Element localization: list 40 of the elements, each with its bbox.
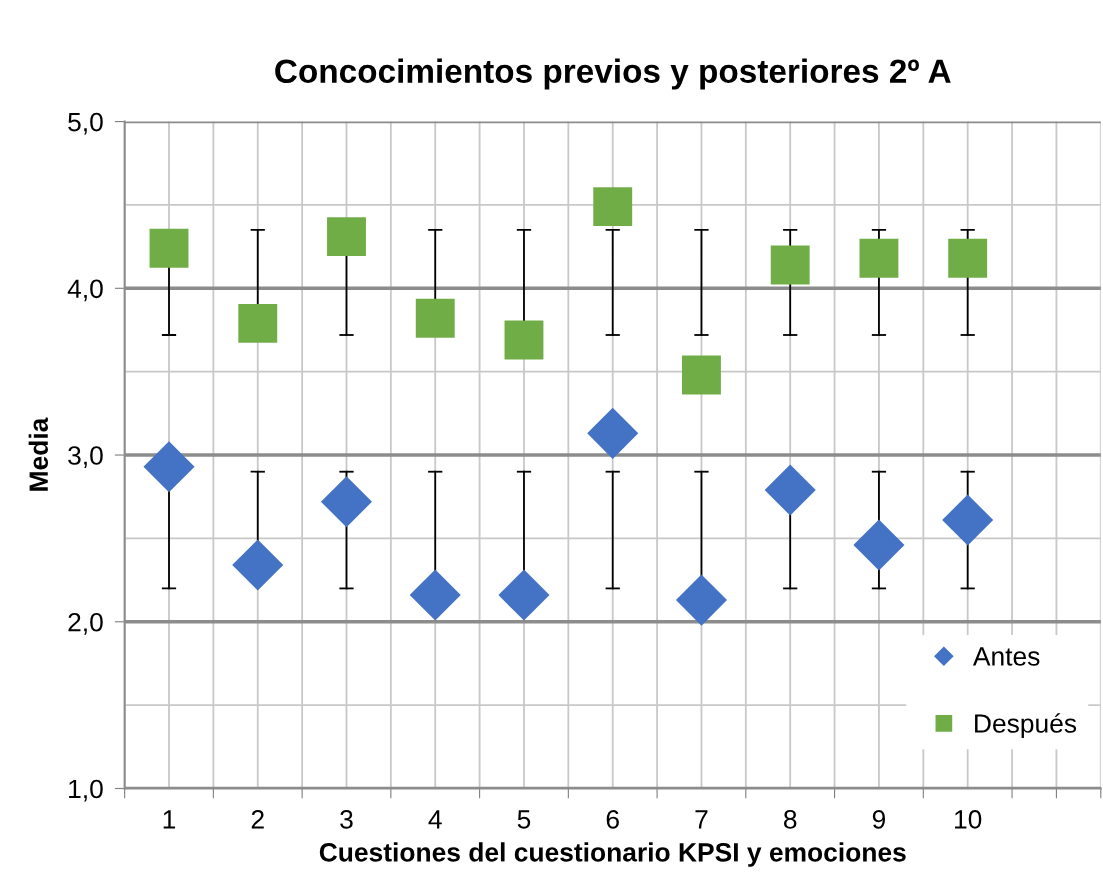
x-tick-label: 3	[340, 810, 353, 829]
y-tick-label: 5,0	[68, 112, 103, 135]
point	[143, 441, 195, 493]
x-tick-label: 4	[428, 810, 442, 829]
point	[942, 494, 994, 546]
y-axis-title: Media	[28, 417, 49, 491]
y-tick-label: 1,0	[69, 779, 103, 802]
point	[682, 355, 721, 395]
point	[593, 187, 633, 227]
y-tick-label: 2,0	[68, 612, 103, 635]
chart-title: Concocimientos previos y posteriores 2º A	[275, 58, 951, 90]
point	[764, 464, 816, 516]
point	[238, 303, 278, 343]
point	[504, 320, 544, 360]
point	[859, 238, 899, 278]
point	[948, 238, 988, 278]
point	[498, 569, 550, 621]
x-tick-label: 5	[517, 810, 531, 829]
point	[409, 569, 461, 621]
x-tick-label: 6	[606, 810, 619, 829]
point	[415, 298, 455, 338]
y-tick-label: 4,0	[67, 279, 103, 302]
x-tick-label: 7	[695, 810, 708, 829]
x-tick-label: 9	[872, 810, 886, 829]
y-tick-label: 3,0	[68, 446, 103, 468]
x-tick-label: 2	[251, 810, 264, 829]
legend-label: Antes	[972, 647, 1040, 666]
point	[853, 519, 905, 571]
point	[587, 407, 639, 459]
point	[149, 228, 189, 268]
x-tick-label: 8	[784, 810, 797, 829]
point	[320, 476, 373, 528]
point	[770, 245, 810, 285]
point	[327, 217, 366, 257]
legend-label: Después	[975, 713, 1077, 739]
point	[232, 539, 284, 591]
point	[675, 574, 727, 626]
x-tick-label: 1	[163, 810, 176, 829]
x-axis-title: Cuestiones del cuestionario KPSI y emociones	[319, 842, 906, 867]
x-tick-label: 10	[955, 810, 982, 829]
